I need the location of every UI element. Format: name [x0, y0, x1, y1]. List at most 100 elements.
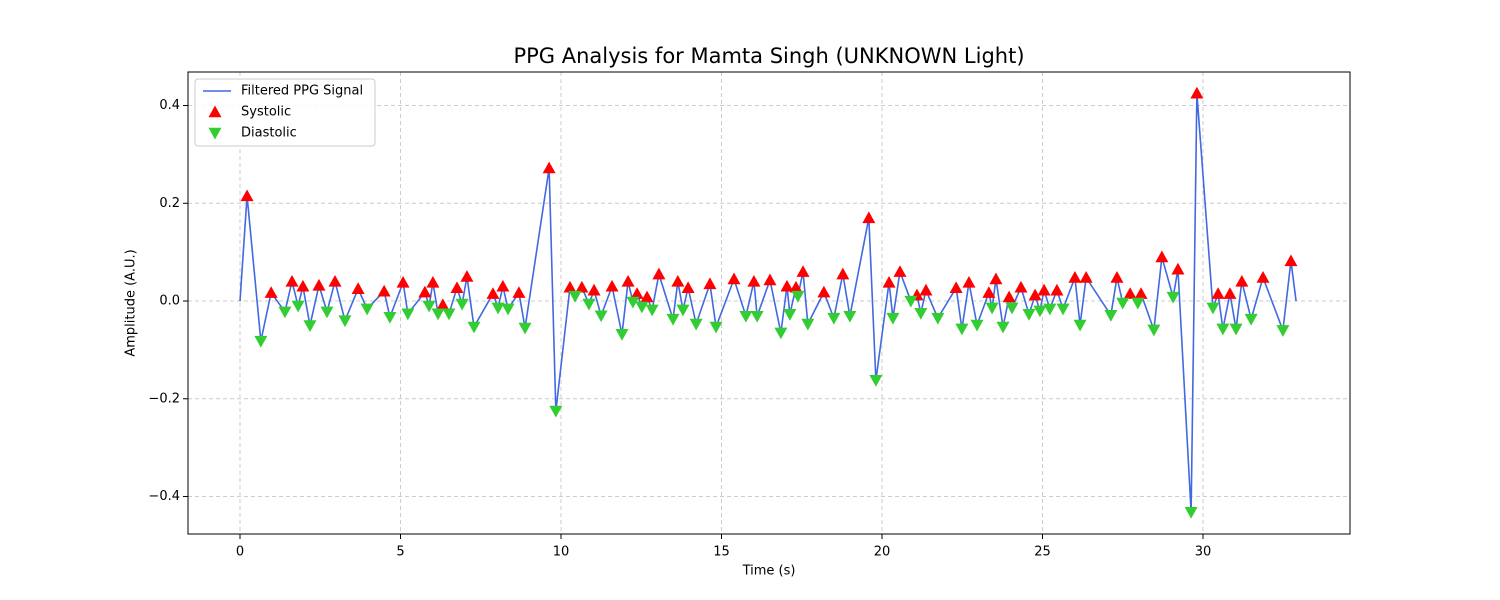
diastolic-marker	[518, 322, 532, 335]
diastolic-marker	[1073, 319, 1087, 332]
diastolic-marker	[615, 329, 629, 341]
systolic-marker	[1002, 290, 1016, 303]
systolic-marker	[351, 282, 365, 295]
systolic-marker	[264, 286, 278, 298]
legend-box	[194, 78, 376, 147]
systolic-marker	[1256, 271, 1270, 283]
diastolic-marker	[422, 300, 436, 313]
systolic-marker	[1110, 271, 1124, 283]
systolic-marker	[1155, 250, 1169, 263]
x-tick-label: 15	[713, 545, 730, 560]
y-tick-label: 0.0	[159, 294, 180, 309]
legend-label: Filtered PPG Signal	[241, 84, 363, 99]
diastolic-marker	[689, 318, 703, 331]
diastolic-marker	[1056, 303, 1070, 316]
systolic-marker	[496, 279, 510, 292]
diastolic-marker	[626, 296, 640, 309]
diastolic-marker	[491, 302, 505, 315]
diastolic-marker	[635, 301, 649, 314]
diastolic-marker	[985, 302, 999, 315]
systolic-marker	[1028, 288, 1042, 301]
x-tick-label: 30	[1195, 545, 1212, 560]
diastolic-marker	[455, 298, 469, 311]
systolic-marker	[817, 285, 831, 298]
y-tick-label: −0.4	[148, 489, 180, 504]
systolic-marker	[727, 272, 741, 285]
diastolic-marker	[501, 303, 515, 316]
systolic-marker	[1211, 287, 1225, 299]
x-tick-label: 5	[396, 545, 404, 560]
diastolic-marker	[843, 310, 857, 323]
diastolic-marker	[338, 315, 352, 328]
diastolic-marker	[914, 308, 928, 320]
diastolic-marker	[886, 312, 900, 325]
systolic-marker	[780, 279, 794, 292]
x-axis-label: Time (s)	[742, 564, 796, 579]
systolic-marker	[1223, 287, 1237, 299]
legend-swatch	[208, 127, 222, 140]
diastolic-marker	[1244, 313, 1258, 326]
x-tick-label: 25	[1034, 545, 1051, 560]
systolic-marker	[1123, 287, 1137, 299]
systolic-marker	[285, 274, 299, 287]
x-tick-label: 10	[553, 545, 570, 560]
systolic-marker	[789, 280, 803, 293]
diastolic-marker	[568, 290, 582, 303]
systolic-marker	[1284, 254, 1298, 267]
diastolic-marker	[739, 310, 753, 323]
chart-title: PPG Analysis for Mamta Singh (UNKNOWN Li…	[513, 44, 1024, 68]
systolic-marker	[563, 280, 577, 293]
systolic-marker	[703, 277, 717, 290]
systolic-marker	[919, 283, 933, 296]
systolic-marker	[575, 280, 589, 293]
diastolic-marker	[1116, 297, 1130, 310]
systolic-marker	[426, 275, 440, 288]
systolic-marker	[962, 275, 976, 288]
diastolic-marker	[1216, 323, 1230, 336]
systolic-marker	[862, 211, 876, 224]
diastolic-marker	[801, 318, 815, 331]
diastolic-marker	[931, 312, 945, 325]
systolic-marker	[982, 286, 996, 298]
systolic-marker	[671, 274, 685, 287]
diastolic-marker	[791, 290, 805, 303]
legend-label: Diastolic	[241, 126, 297, 141]
systolic-marker	[621, 274, 635, 287]
diastolic-marker	[303, 320, 317, 332]
diastolic-marker	[1022, 309, 1036, 321]
x-tick-label: 0	[236, 545, 244, 560]
diastolic-marker	[774, 327, 788, 340]
y-tick-label: 0.2	[159, 196, 180, 211]
systolic-marker	[796, 265, 810, 277]
diastolic-marker	[1104, 309, 1118, 322]
diastolic-marker	[383, 311, 397, 324]
y-tick-label: 0.4	[159, 98, 180, 113]
diastolic-marker	[827, 312, 841, 325]
systolic-marker	[1235, 274, 1249, 287]
plot-frame	[187, 71, 1351, 535]
diastolic-marker	[1043, 303, 1057, 316]
diastolic-marker	[869, 374, 883, 387]
diastolic-marker	[1229, 323, 1243, 336]
diastolic-marker	[1147, 324, 1161, 337]
systolic-marker	[312, 278, 326, 291]
systolic-marker	[396, 275, 410, 288]
diastolic-marker	[970, 319, 984, 332]
diastolic-marker	[1131, 297, 1145, 310]
diastolic-marker	[666, 313, 680, 326]
systolic-marker	[1014, 280, 1028, 293]
systolic-marker	[1190, 86, 1204, 99]
legend-label: Systolic	[241, 105, 291, 120]
diastolic-marker	[783, 309, 797, 321]
diastolic-marker	[360, 303, 374, 316]
systolic-marker	[630, 287, 644, 299]
diastolic-marker	[1166, 291, 1180, 304]
diastolic-marker	[320, 306, 334, 319]
systolic-marker	[1134, 287, 1148, 299]
diastolic-marker	[442, 308, 456, 321]
systolic-marker	[240, 189, 254, 202]
systolic-marker	[486, 287, 500, 299]
systolic-marker	[949, 281, 963, 294]
systolic-marker	[512, 286, 526, 298]
